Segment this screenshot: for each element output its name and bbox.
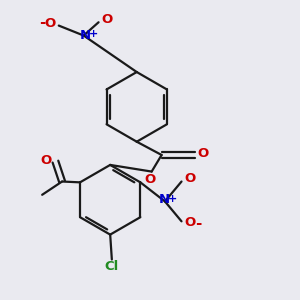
Text: O: O <box>101 13 112 26</box>
Text: O: O <box>144 173 156 186</box>
Text: +: + <box>89 29 98 39</box>
Text: O: O <box>184 217 195 230</box>
Text: O: O <box>197 147 209 160</box>
Text: +: + <box>168 194 178 204</box>
Text: N: N <box>159 193 170 206</box>
Text: O: O <box>40 154 52 167</box>
Text: -: - <box>195 217 201 232</box>
Text: N: N <box>80 29 91 42</box>
Text: O: O <box>45 17 56 30</box>
Text: O: O <box>184 172 195 185</box>
Text: Cl: Cl <box>105 260 119 273</box>
Text: -: - <box>39 15 45 30</box>
